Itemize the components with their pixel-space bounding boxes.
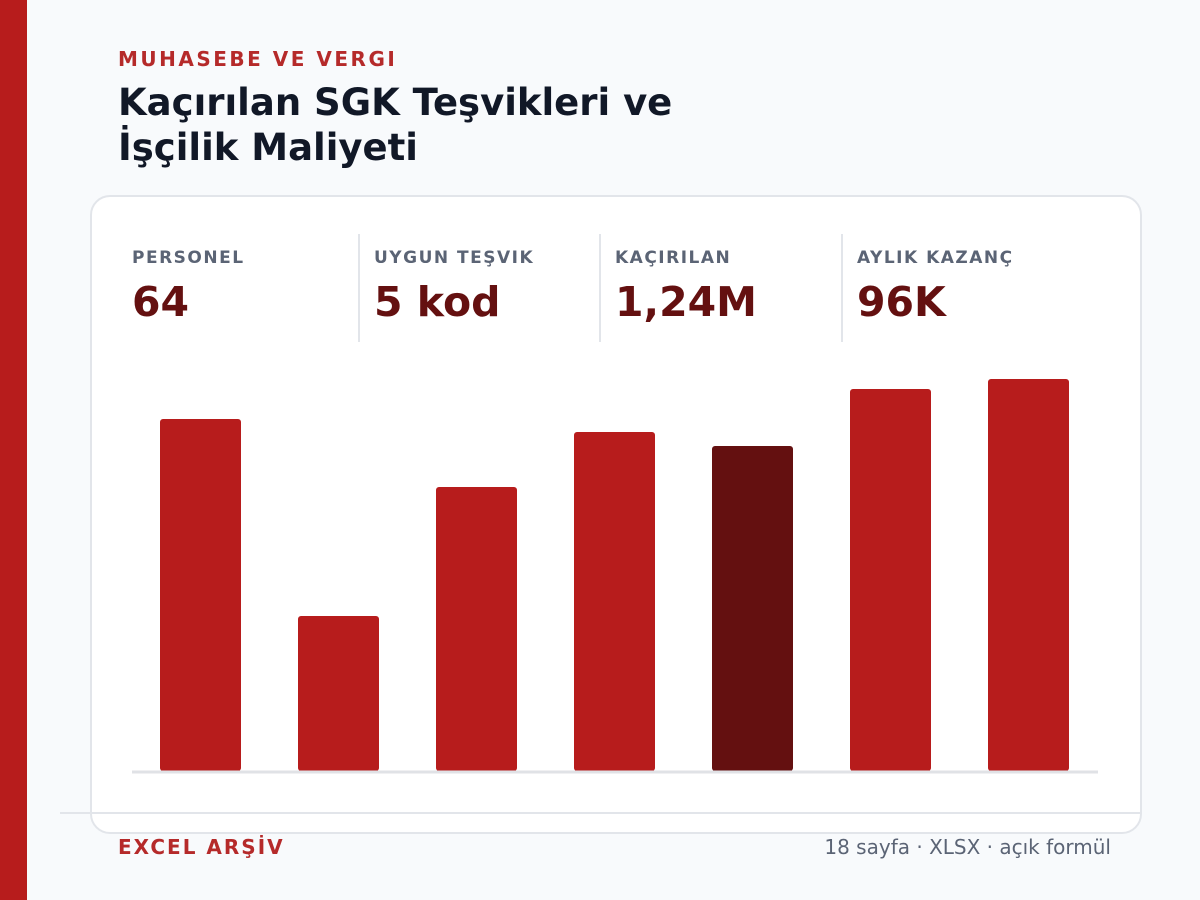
footer-meta: 18 sayfa · XLSX · açık formül [824,835,1111,859]
stat: PERSONEL 64 [118,234,358,342]
bar [160,419,241,771]
bar [574,432,655,771]
stat-value: 96K [857,278,946,326]
stat-label: AYLIK KAZANÇ [857,248,1014,268]
bar [436,487,517,771]
stat-value: 64 [132,278,190,326]
footer-brand: EXCEL ARŞİV [118,835,285,859]
bar [850,389,931,771]
bar [988,379,1069,771]
stat-label: KAÇIRILAN [615,248,732,268]
stat-value: 5 kod [374,278,501,326]
stat-label: UYGUN TEŞVIK [374,248,535,268]
stat: AYLIK KAZANÇ 96K [841,234,1083,342]
kicker: MUHASEBE VE VERGI [118,47,398,71]
stat: UYGUN TEŞVIK 5 kod [358,234,600,342]
stat-label: PERSONEL [132,248,245,268]
page-title: Kaçırılan SGK Teşvikleri ve İşçilik Mali… [118,81,673,169]
divider [60,812,1140,814]
stat: KAÇIRILAN 1,24M [599,234,841,342]
stat-value: 1,24M [615,278,757,326]
bar [712,446,793,771]
bar [298,616,379,771]
accent-stripe [0,0,27,900]
